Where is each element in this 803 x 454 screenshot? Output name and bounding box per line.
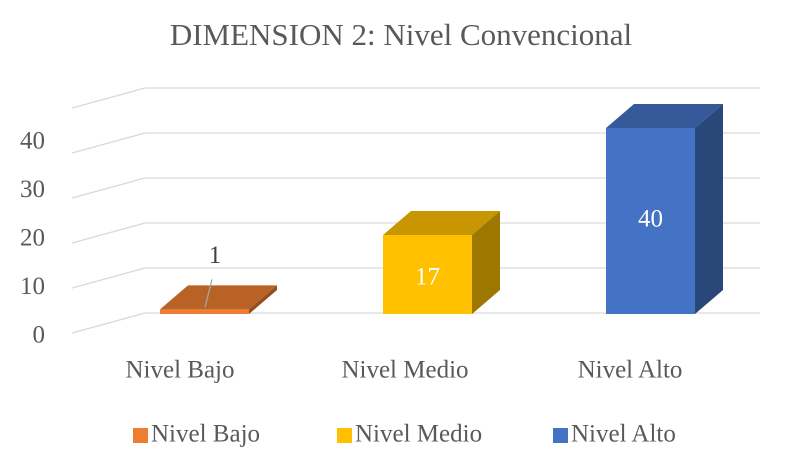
legend-swatch (337, 428, 352, 443)
leader-line (204, 279, 213, 308)
y-tick-label: 20 (20, 225, 45, 252)
x-tick-label: Nivel Bajo (125, 357, 234, 384)
legend-label: Nivel Bajo (151, 421, 260, 448)
bar-front (606, 128, 695, 314)
x-tick-label: Nivel Alto (578, 357, 683, 384)
bar-top (606, 104, 723, 128)
data-label: 17 (415, 264, 440, 291)
bar-front (383, 234, 472, 314)
legend-label: Nivel Medio (355, 421, 482, 448)
chart-title: DIMENSION 2: Nivel Convencional (170, 17, 632, 52)
bar-side (249, 285, 277, 314)
bar-front (160, 309, 249, 314)
grid-line (71, 222, 760, 244)
grid-line (71, 312, 760, 334)
bar-side (695, 104, 723, 314)
legend-label: Nivel Alto (571, 421, 676, 448)
data-label: 1 (209, 242, 222, 269)
grid-line (71, 87, 760, 109)
bar-top (383, 210, 500, 235)
x-tick-label: Nivel Medio (341, 357, 468, 384)
grid-line (71, 177, 760, 199)
data-label: 40 (638, 206, 663, 233)
y-tick-label: 30 (20, 176, 45, 203)
bar-side (472, 210, 500, 314)
grid-line (71, 267, 760, 289)
y-tick-label: 0 (33, 322, 46, 349)
legend-swatch (133, 428, 148, 443)
legend-swatch (553, 428, 568, 443)
y-tick-label: 40 (20, 127, 45, 154)
grid-line (71, 132, 760, 154)
y-tick-label: 10 (20, 273, 45, 300)
bar-top (160, 285, 277, 310)
